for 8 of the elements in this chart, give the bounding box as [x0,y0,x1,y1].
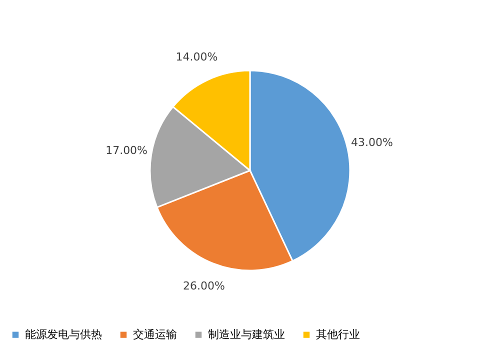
legend-label: 其他行业 [316,328,360,341]
legend-label: 交通运输 [133,328,177,341]
data-label: 17.00% [106,144,148,157]
data-label: 43.00% [351,136,393,150]
data-label: 26.00% [183,280,225,293]
legend-label: 制造业与建筑业 [208,328,285,341]
legend-label: 能源发电与供热 [25,328,102,341]
data-label: 14.00% [176,50,218,64]
